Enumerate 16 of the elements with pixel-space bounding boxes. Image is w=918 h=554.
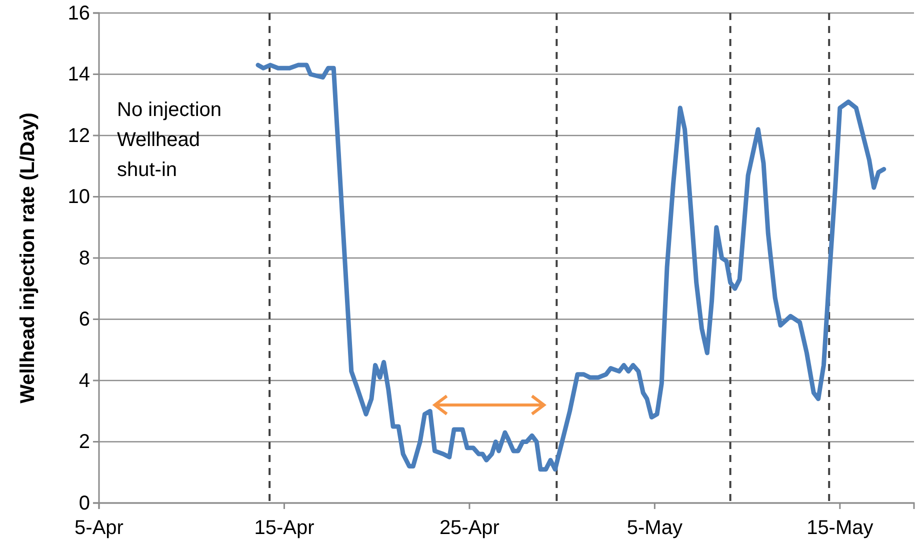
y-tick-label: 16 [68, 2, 90, 24]
x-tick-label: 15-May [806, 517, 874, 539]
y-tick-label: 4 [78, 370, 90, 392]
y-tick-label: 0 [78, 492, 90, 514]
y-tick-label: 8 [78, 247, 90, 270]
x-tick-label: 15-Apr [254, 517, 315, 539]
x-tick-label: 25-Apr [439, 517, 500, 539]
annotation: No injection Wellhead shut-in [117, 98, 222, 181]
x-tick-label: 5-Apr [74, 517, 124, 539]
y-tick-label: 2 [78, 431, 90, 454]
y-tick-label: 10 [68, 186, 90, 208]
y-tick-label: 14 [68, 64, 90, 86]
y-tick-label: 6 [78, 308, 90, 331]
y-axis-title: Wellhead injection rate (L/Day) [17, 112, 39, 404]
x-tick-label: 5-May [626, 517, 682, 539]
y-tick-label: 12 [68, 124, 90, 147]
